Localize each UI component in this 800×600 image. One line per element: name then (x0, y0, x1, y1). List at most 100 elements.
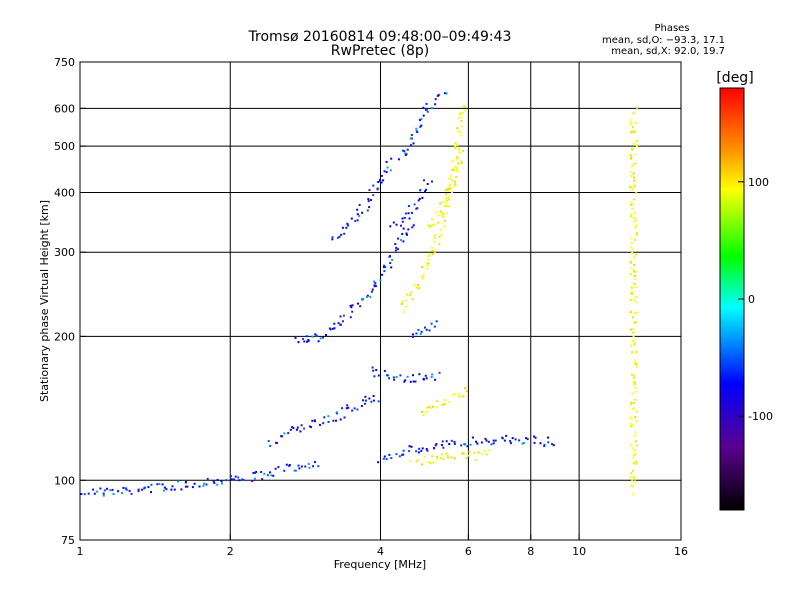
data-point (345, 407, 348, 410)
data-point (357, 302, 359, 305)
data-point (431, 249, 434, 252)
data-point (417, 284, 419, 287)
data-point (635, 462, 638, 465)
data-point (177, 480, 179, 483)
data-point (315, 334, 318, 337)
data-point (389, 262, 392, 264)
data-point (450, 456, 453, 459)
data-points (80, 92, 639, 497)
data-point (392, 221, 395, 224)
data-point (633, 131, 635, 134)
data-point (439, 457, 442, 460)
data-point (347, 406, 350, 409)
y-tick-label: 500 (54, 140, 75, 153)
data-point (630, 403, 633, 406)
data-point (483, 449, 486, 452)
data-point (460, 125, 463, 128)
data-point (630, 237, 633, 240)
y-tick-label: 400 (54, 186, 75, 199)
data-point (422, 106, 425, 109)
data-point (422, 273, 425, 276)
data-point (367, 200, 370, 203)
data-point (487, 440, 490, 443)
data-point (389, 255, 391, 257)
data-point (411, 226, 414, 229)
data-point (341, 320, 344, 323)
y-tick-label: 750 (54, 56, 75, 69)
data-point (442, 200, 445, 203)
data-point (450, 439, 453, 442)
data-point (395, 376, 398, 378)
data-point (458, 151, 461, 154)
data-point (347, 224, 350, 227)
x-tick-label: 1 (77, 545, 84, 558)
data-point (492, 439, 495, 442)
data-point (430, 407, 433, 409)
data-point (410, 291, 412, 294)
data-point (631, 207, 634, 210)
data-point (454, 180, 457, 183)
data-point (632, 335, 635, 338)
data-point (634, 219, 637, 221)
data-point (394, 249, 397, 252)
data-point (322, 422, 325, 425)
data-point (632, 402, 635, 404)
data-point (379, 180, 382, 183)
data-point (635, 366, 638, 369)
data-point (633, 129, 636, 132)
data-point (404, 212, 407, 215)
data-point (635, 420, 638, 422)
data-point (412, 380, 415, 383)
data-point (337, 322, 340, 325)
data-point (410, 445, 413, 448)
data-point (260, 471, 263, 473)
data-point (633, 179, 635, 182)
data-point (395, 223, 398, 226)
colorbar-tick-label: 100 (748, 176, 769, 189)
data-point (445, 188, 448, 191)
data-point (630, 401, 633, 404)
data-point (460, 119, 463, 122)
data-point (165, 488, 168, 491)
data-point (368, 206, 371, 209)
data-point (632, 407, 635, 410)
data-point (417, 199, 420, 202)
data-point (635, 232, 638, 235)
data-point (283, 432, 286, 435)
data-point (444, 92, 446, 95)
data-point (269, 444, 272, 447)
data-point (362, 399, 365, 402)
data-point (634, 121, 637, 124)
data-point (629, 425, 632, 428)
data-point (454, 145, 457, 148)
data-point (633, 383, 636, 386)
data-point (459, 111, 462, 114)
data-point (635, 233, 638, 236)
data-point (313, 419, 316, 422)
data-point (632, 374, 635, 377)
data-point (629, 476, 632, 479)
data-point (266, 474, 269, 477)
data-point (390, 457, 393, 460)
data-point (117, 490, 120, 493)
data-point (366, 209, 369, 212)
data-point (349, 316, 352, 319)
data-point (373, 280, 376, 283)
data-point (356, 219, 359, 222)
data-point (632, 203, 635, 206)
data-point (480, 452, 483, 455)
data-point (410, 211, 413, 214)
data-point (634, 453, 637, 456)
data-point (404, 152, 407, 155)
data-point (634, 226, 637, 229)
data-point (319, 337, 322, 340)
data-point (447, 205, 450, 208)
data-point (629, 260, 632, 263)
colorbar-ticks: 100 0 -100 (738, 176, 773, 423)
data-point (630, 130, 633, 133)
data-point (365, 296, 368, 298)
data-point (634, 440, 637, 443)
data-point (534, 436, 537, 439)
data-point (435, 211, 438, 214)
data-point (488, 449, 491, 452)
